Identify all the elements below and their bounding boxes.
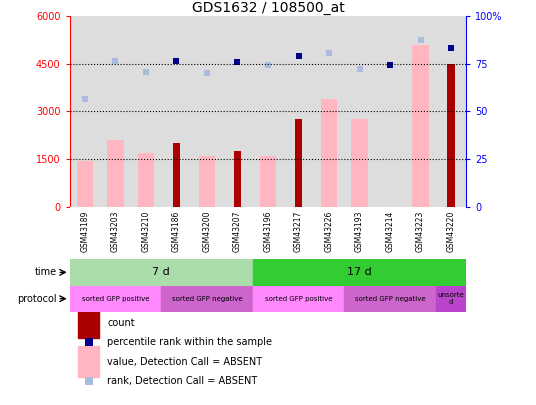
Text: GSM43196: GSM43196 (264, 211, 272, 252)
Text: GSM43200: GSM43200 (203, 211, 212, 252)
Bar (70, 16, 100, 207)
Bar (100, 16, 131, 207)
Bar (436, 286, 466, 312)
Bar (259, 156, 277, 207)
Text: 17 d: 17 d (347, 267, 372, 277)
Bar (192, 16, 222, 207)
Text: GSM43223: GSM43223 (416, 211, 425, 252)
Text: time: time (35, 267, 57, 277)
Bar (222, 16, 253, 207)
Text: sorted GFP negative: sorted GFP negative (172, 296, 242, 302)
Bar (344, 16, 375, 207)
Bar (253, 259, 466, 286)
Text: sorted GFP positive: sorted GFP positive (265, 296, 332, 302)
Text: unsorte
d: unsorte d (438, 292, 464, 305)
Bar (70, 286, 161, 312)
Bar (138, 153, 154, 207)
Bar (70, 259, 253, 286)
Text: count: count (107, 318, 135, 328)
Text: GSM43210: GSM43210 (142, 211, 151, 252)
Bar (173, 143, 180, 207)
Text: GSM43207: GSM43207 (233, 211, 242, 252)
Title: GDS1632 / 108500_at: GDS1632 / 108500_at (192, 1, 344, 15)
Bar (375, 16, 405, 207)
Text: rank, Detection Call = ABSENT: rank, Detection Call = ABSENT (107, 376, 258, 386)
Bar (283, 16, 314, 207)
Bar (78, 307, 100, 338)
Text: protocol: protocol (17, 294, 57, 304)
Bar (405, 16, 436, 207)
Text: sorted GFP positive: sorted GFP positive (81, 296, 149, 302)
Text: value, Detection Call = ABSENT: value, Detection Call = ABSENT (107, 357, 263, 367)
Bar (161, 16, 192, 207)
Bar (321, 99, 338, 207)
Text: GSM43186: GSM43186 (172, 211, 181, 252)
Bar (436, 16, 466, 207)
Bar (107, 140, 124, 207)
Bar (77, 161, 93, 207)
Bar (234, 151, 241, 207)
Bar (78, 346, 100, 377)
Bar (253, 16, 283, 207)
Text: GSM43217: GSM43217 (294, 211, 303, 252)
Bar (295, 119, 302, 207)
Text: percentile rank within the sample: percentile rank within the sample (107, 337, 272, 347)
Text: GSM43203: GSM43203 (111, 211, 120, 252)
Bar (131, 16, 161, 207)
Bar (351, 119, 368, 207)
Text: GSM43220: GSM43220 (446, 211, 456, 252)
Text: 7 d: 7 d (152, 267, 170, 277)
Bar (253, 286, 344, 312)
Bar (161, 286, 253, 312)
Text: sorted GFP negative: sorted GFP negative (355, 296, 426, 302)
Bar (199, 156, 215, 207)
Bar (447, 64, 455, 207)
Bar (314, 16, 344, 207)
Text: GSM43193: GSM43193 (355, 211, 364, 252)
Text: GSM43226: GSM43226 (324, 211, 333, 252)
Text: GSM43214: GSM43214 (385, 211, 394, 252)
Text: GSM43189: GSM43189 (80, 211, 90, 252)
Bar (344, 286, 436, 312)
Bar (412, 45, 429, 207)
